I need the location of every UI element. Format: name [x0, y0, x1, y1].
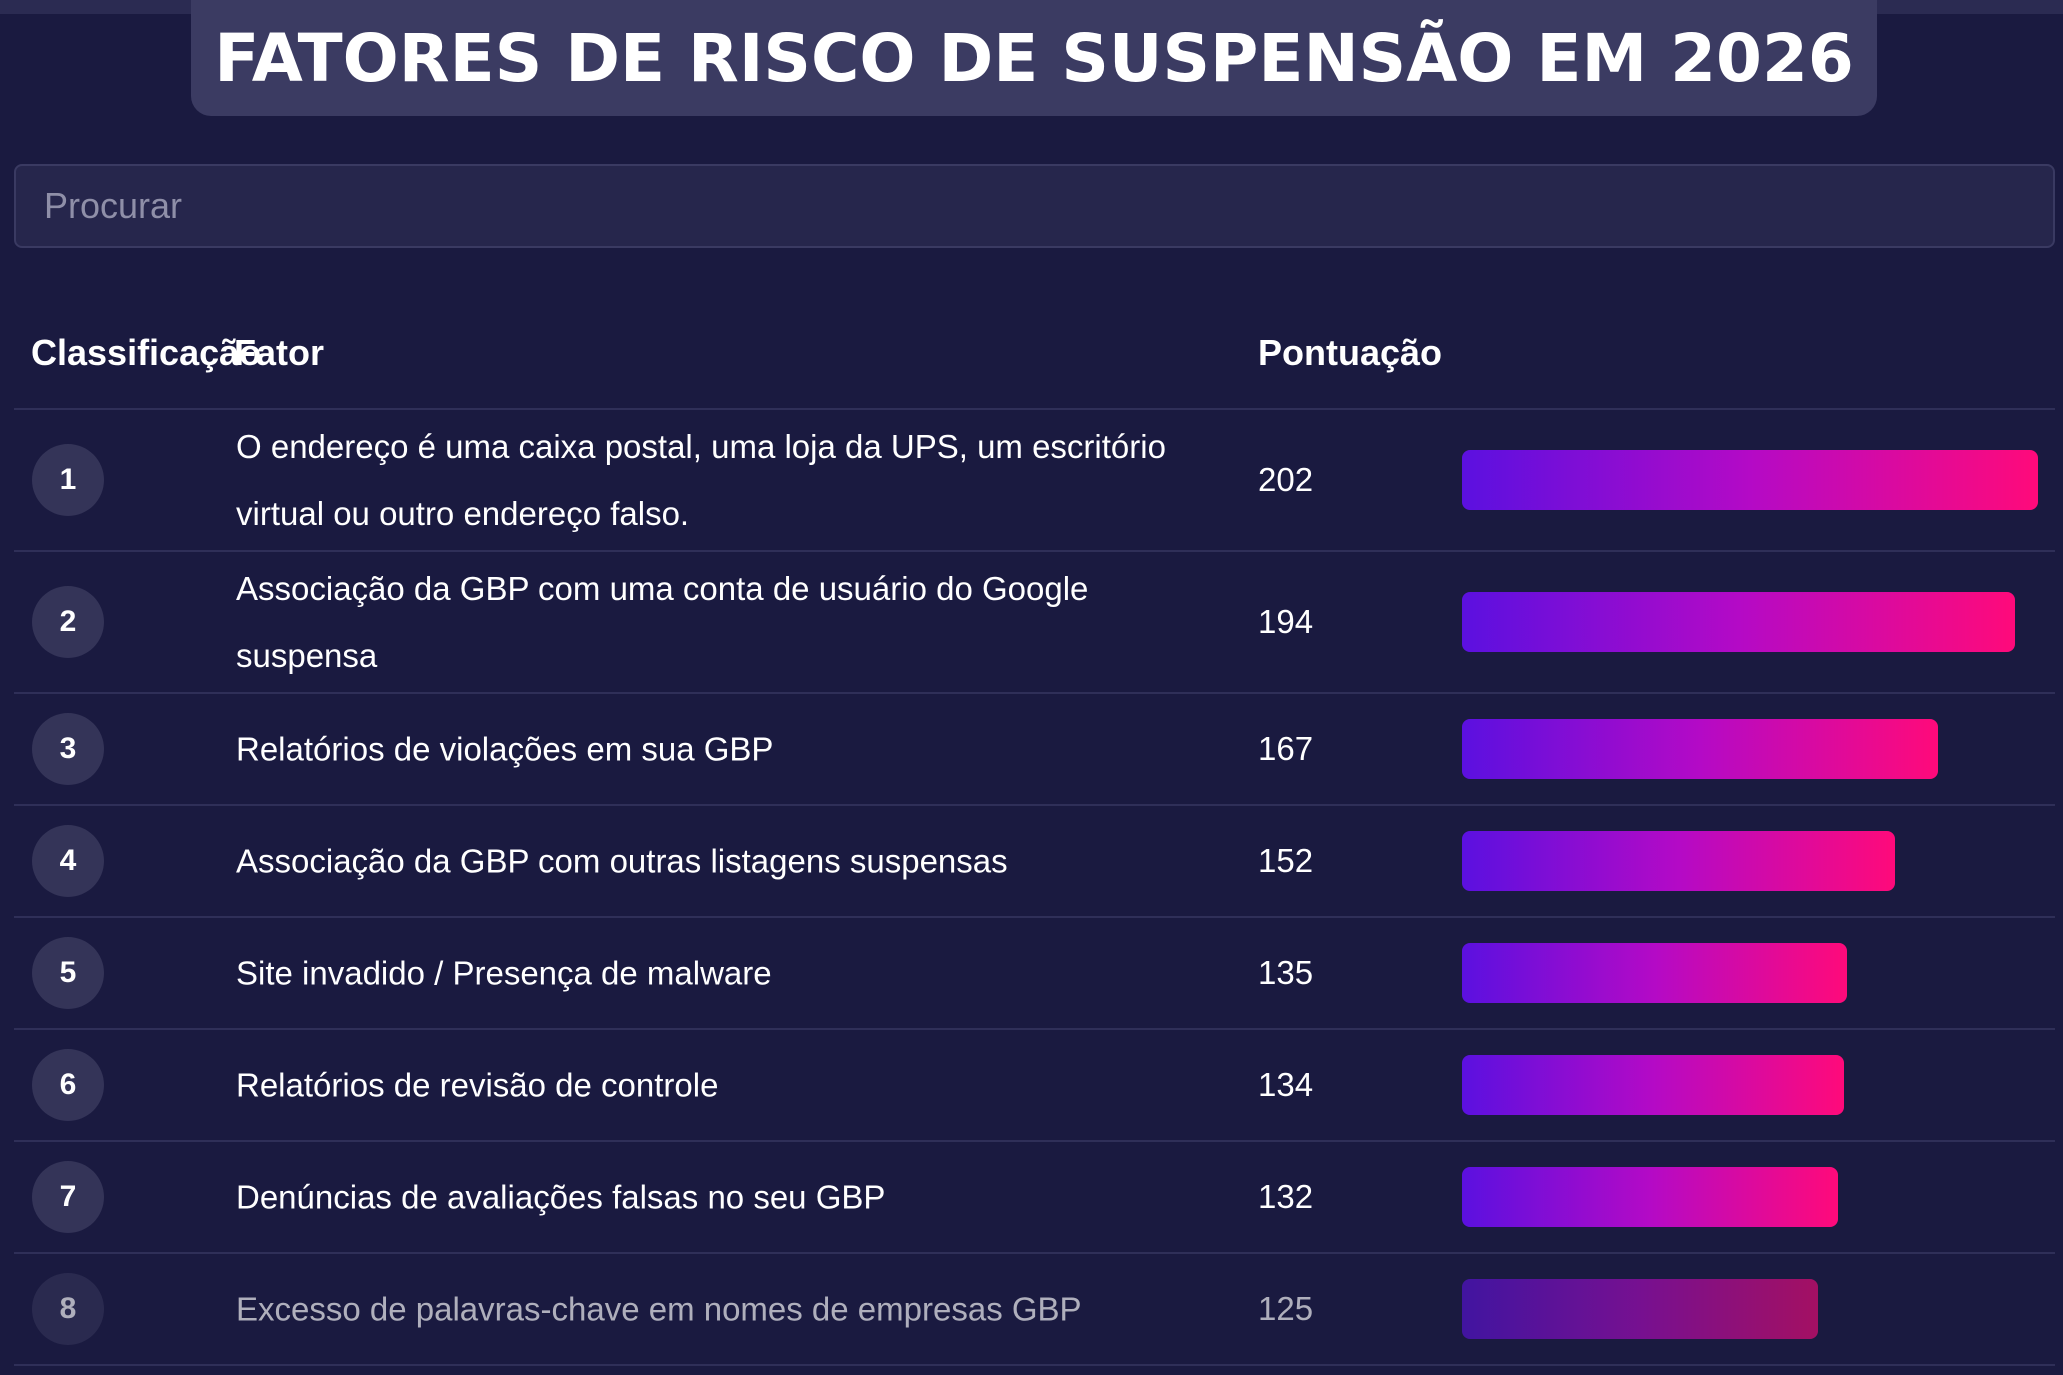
title-banner: FATORES DE RISCO DE SUSPENSÃO EM 2026 — [191, 0, 1877, 116]
score-value: 125 — [1258, 1290, 1314, 1327]
table-row: 2 Associação da GBP com uma conta de usu… — [14, 552, 2055, 694]
score-bar — [1462, 1055, 1844, 1115]
rank-badge: 4 — [32, 825, 104, 897]
score-bar — [1462, 719, 1938, 779]
score-value: 134 — [1258, 1066, 1314, 1103]
score-value: 194 — [1258, 603, 1314, 640]
score-bar — [1462, 1167, 1838, 1227]
factor-text: Excesso de palavras-chave em nomes de em… — [236, 1290, 1082, 1328]
score-value: 202 — [1258, 461, 1314, 498]
score-bar — [1462, 1279, 1818, 1339]
factor-text: Associação da GBP com uma conta de usuár… — [236, 570, 1089, 674]
score-bar — [1462, 943, 1847, 1003]
header-rank[interactable]: Classificação — [31, 332, 262, 373]
score-value: 167 — [1258, 730, 1314, 767]
score-value: 132 — [1258, 1178, 1314, 1215]
table-row: 7 Denúncias de avaliações falsas no seu … — [14, 1142, 2055, 1254]
rank-badge: 6 — [32, 1049, 104, 1121]
rank-badge: 5 — [32, 937, 104, 1009]
ranking-table: Classificação Fator Pontuação 1 O endere… — [14, 318, 2055, 1366]
table-row: 1 O endereço é uma caixa postal, uma loj… — [14, 410, 2055, 552]
factor-text: Site invadido / Presença de malware — [236, 954, 772, 992]
page-title: FATORES DE RISCO DE SUSPENSÃO EM 2026 — [214, 19, 1854, 97]
rank-badge: 2 — [32, 586, 104, 658]
factor-text: O endereço é uma caixa postal, uma loja … — [236, 428, 1166, 532]
rank-badge: 3 — [32, 713, 104, 785]
table-row: 4 Associação da GBP com outras listagens… — [14, 806, 2055, 918]
table-header: Classificação Fator Pontuação — [14, 318, 2055, 410]
table-row: 8 Excesso de palavras-chave em nomes de … — [14, 1254, 2055, 1366]
score-value: 135 — [1258, 954, 1314, 991]
rank-badge: 7 — [32, 1161, 104, 1233]
header-factor[interactable]: Fator — [234, 332, 324, 373]
table-row: 6 Relatórios de revisão de controle 134 — [14, 1030, 2055, 1142]
score-bar — [1462, 450, 2038, 510]
table-row: 3 Relatórios de violações em sua GBP 167 — [14, 694, 2055, 806]
rank-badge: 1 — [32, 444, 104, 516]
score-value: 152 — [1258, 842, 1314, 879]
factor-text: Relatórios de violações em sua GBP — [236, 730, 774, 768]
factor-text: Relatórios de revisão de controle — [236, 1066, 719, 1104]
rank-badge: 8 — [32, 1273, 104, 1345]
score-bar — [1462, 831, 1895, 891]
score-bar — [1462, 592, 2015, 652]
search-input[interactable] — [14, 164, 2055, 248]
factor-text: Associação da GBP com outras listagens s… — [236, 842, 1008, 880]
table-row: 5 Site invadido / Presença de malware 13… — [14, 918, 2055, 1030]
header-score[interactable]: Pontuação — [1258, 332, 1443, 373]
factor-text: Denúncias de avaliações falsas no seu GB… — [236, 1178, 886, 1216]
